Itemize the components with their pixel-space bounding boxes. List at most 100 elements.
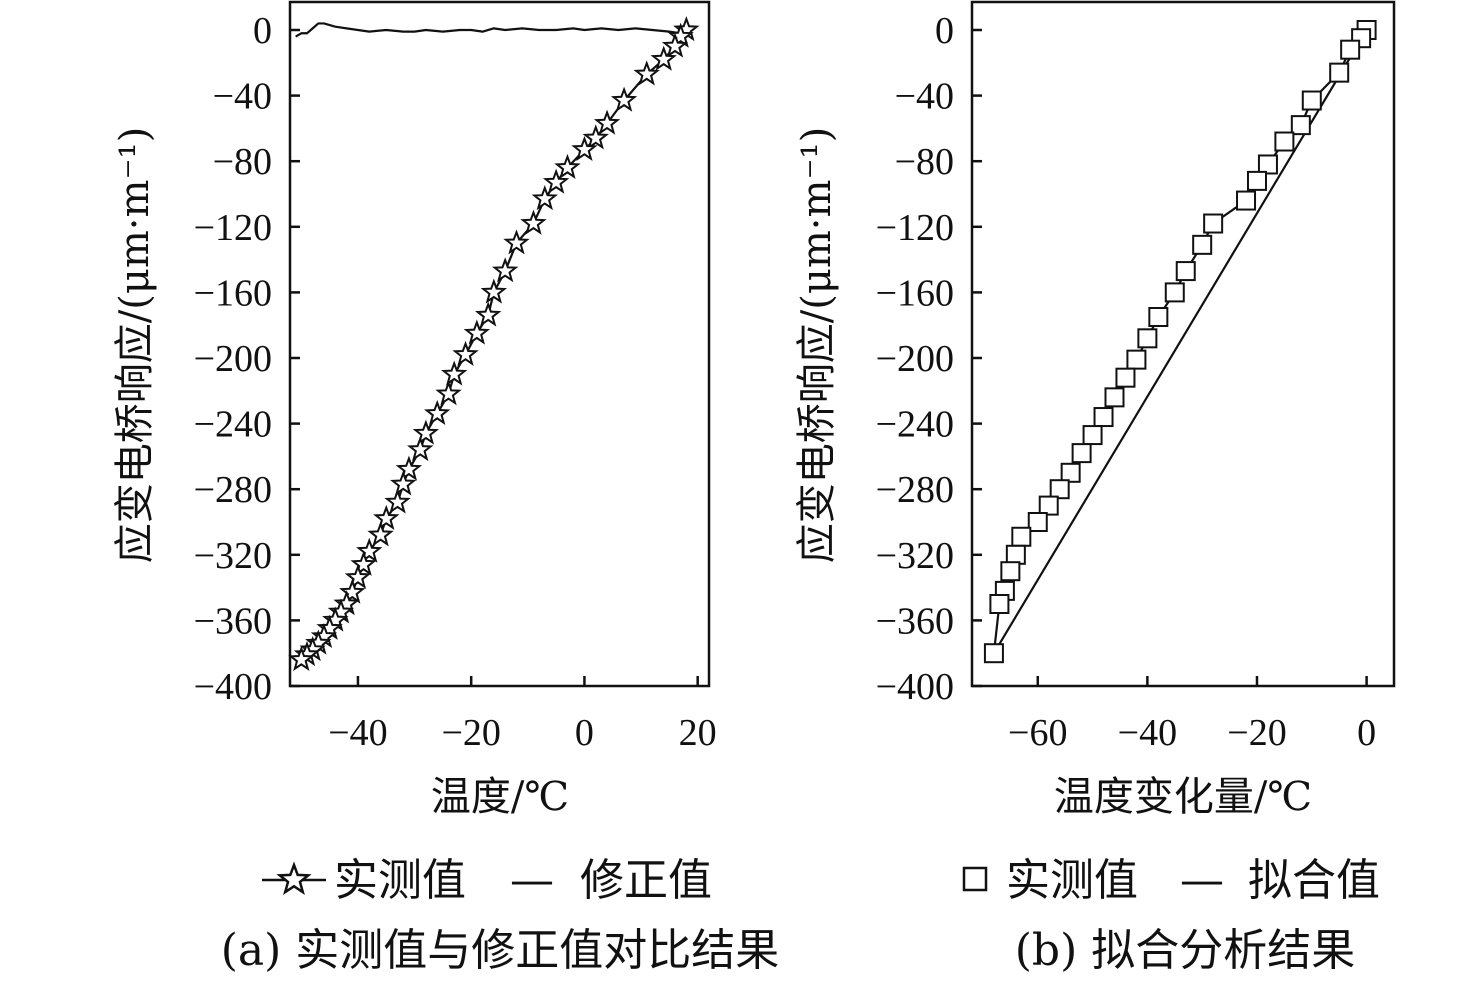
- data-point-square: [1126, 349, 1147, 370]
- y-tick-label: −360: [194, 600, 272, 642]
- data-point-star: [661, 32, 689, 58]
- data-point-square: [1301, 90, 1322, 111]
- data-point-star: [384, 488, 411, 514]
- data-point-star: [390, 470, 417, 496]
- data-point-square: [1329, 62, 1350, 83]
- data-point-square: [1274, 131, 1295, 152]
- legend-a-dash: —: [510, 855, 554, 906]
- data-point-star: [412, 419, 440, 445]
- y-tick-label: −40: [213, 76, 272, 118]
- y-tick-label: −320: [194, 535, 272, 577]
- y-tick-label: 0: [253, 10, 272, 52]
- y-axis-label-a: 应变电桥响应/(μm·m⁻¹): [112, 127, 158, 563]
- y-tick-label: −280: [876, 469, 954, 511]
- x-tick-label: −20: [441, 712, 500, 754]
- y-tick-label: −400: [194, 666, 272, 708]
- data-point-square: [1203, 213, 1224, 234]
- legend-a-measured-label: 实测值: [334, 855, 466, 906]
- data-point-star: [373, 504, 400, 530]
- y-tick-label: −360: [876, 600, 954, 642]
- data-point-star: [407, 435, 434, 462]
- data-point-square: [983, 643, 1004, 664]
- panel-a: 0−40−80−120−160−200−240−280−320−360−400 …: [112, 0, 717, 820]
- data-point-star: [463, 319, 491, 345]
- y-tick-label: −320: [876, 535, 954, 577]
- data-point-square: [1148, 307, 1169, 327]
- data-point-star: [474, 301, 502, 327]
- data-point-square: [1093, 407, 1114, 428]
- x-tick-label: −40: [328, 712, 387, 754]
- data-point-star: [554, 153, 581, 179]
- data-point-star: [593, 109, 621, 135]
- y-tick-label: −240: [194, 404, 272, 446]
- y-tick-label: −280: [194, 469, 272, 511]
- data-point-star: [582, 124, 609, 150]
- x-tick-label: 0: [1357, 712, 1376, 754]
- x-tick-label: −60: [1008, 712, 1067, 754]
- plot-frame-b: [970, 0, 1396, 688]
- y-tick-label: −40: [895, 76, 954, 118]
- data-point-star: [452, 340, 479, 366]
- series-line-a: [295, 22, 688, 661]
- data-point-star: [520, 209, 547, 235]
- data-point-square: [1115, 367, 1136, 388]
- legend-b: 实测值 — 拟合值: [962, 855, 1380, 906]
- data-point-star: [395, 455, 423, 481]
- data-point-square: [1005, 544, 1026, 565]
- data-point-star: [610, 86, 638, 112]
- y-tick-label: −80: [213, 141, 272, 183]
- y-tick-label: −120: [194, 207, 272, 249]
- data-point-star: [531, 185, 558, 211]
- data-point-square: [1104, 387, 1125, 408]
- y-tick-label: −200: [194, 338, 272, 380]
- x-axis-label-a: 温度/℃: [431, 774, 569, 820]
- data-point-star: [542, 168, 570, 194]
- data-point-star: [424, 399, 451, 425]
- legend-a: 实测值 — 修正值: [262, 855, 712, 906]
- data-point-square: [1236, 190, 1257, 211]
- data-point-star: [650, 45, 677, 71]
- data-point-square: [1340, 39, 1361, 60]
- y-tick-label: −120: [876, 207, 954, 249]
- legend-a-star-icon: [276, 861, 312, 896]
- y-tick-label: −400: [876, 666, 954, 708]
- data-point-square: [1137, 328, 1158, 349]
- x-tick-label: −40: [1118, 712, 1177, 754]
- data-point-star: [288, 645, 315, 671]
- data-point-star: [633, 60, 660, 86]
- data-point-star: [350, 550, 377, 576]
- x-axis-label-b: 温度变化量/℃: [1054, 774, 1312, 820]
- x-tick-label: −20: [1227, 712, 1286, 754]
- y-tick-label: −160: [194, 272, 272, 314]
- y-ticks-a: 0 −40 −80 −120 −160 −200 −240 −280 −320 −360 −400: [194, 10, 300, 708]
- data-point-square: [1175, 261, 1196, 282]
- data-point-square: [1011, 526, 1032, 547]
- y-ticks-b: 0 −40 −80 −120 −160 −200 −240 −280 −320 −360 −400: [876, 10, 982, 708]
- data-point-star: [441, 360, 468, 386]
- plot-frame-a: [288, 0, 711, 688]
- x-tick-label: 0: [575, 712, 594, 754]
- data-point-square: [1164, 282, 1185, 303]
- legend-b-square-icon: [962, 866, 988, 892]
- data-point-square: [1000, 561, 1021, 582]
- data-point-square: [1290, 115, 1311, 136]
- data-point-square: [1246, 170, 1267, 191]
- data-point-star: [435, 380, 462, 406]
- markers-b: [983, 20, 1377, 664]
- data-point-star: [339, 578, 366, 604]
- data-point-square: [1257, 154, 1278, 175]
- data-point-star: [491, 257, 519, 283]
- data-point-square: [1060, 462, 1081, 483]
- y-tick-label: −200: [876, 338, 954, 380]
- data-point-square: [1027, 512, 1048, 532]
- legend-b-dash: —: [1180, 855, 1224, 906]
- panel-b: 0−40−80−120−160−200−240−280−320−360−400 …: [794, 0, 1396, 820]
- data-point-square: [1192, 234, 1213, 255]
- data-point-square: [1071, 443, 1092, 464]
- x-tick-label: 20: [679, 712, 717, 754]
- series-line-fit: [295, 22, 687, 38]
- data-point-square: [1082, 425, 1103, 446]
- y-tick-label: −80: [895, 141, 954, 183]
- x-ticks-a: −40 −20 0 20: [328, 676, 717, 754]
